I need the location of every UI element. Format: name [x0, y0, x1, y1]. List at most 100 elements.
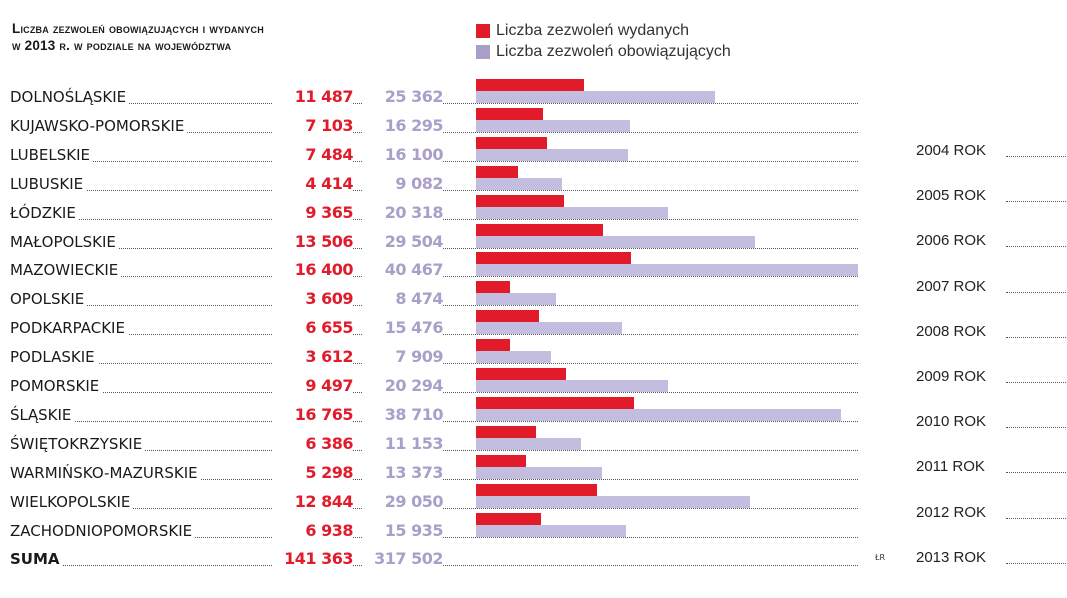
year-dots: [1006, 517, 1066, 519]
value-valid: 15 476: [363, 318, 444, 338]
table-row: KUJAWSKO-POMORSKIE 7 103 16 295: [10, 115, 860, 137]
bar-issued: [476, 136, 547, 149]
bar-valid: [476, 380, 668, 392]
legend-label-valid: Liczba zezwoleń obowiązujących: [496, 42, 731, 60]
category-label: POMORSKIE: [10, 377, 103, 395]
value-issued: 6 938: [273, 520, 354, 540]
bar-valid: [476, 177, 562, 190]
bar-issued: [476, 165, 518, 178]
bar-issued: [476, 483, 598, 496]
table-row: ŁÓDZKIE 9 365 20 318: [10, 202, 860, 224]
table-row: LUBELSKIE 7 484 16 100: [10, 144, 860, 166]
bar-valid: [476, 91, 716, 103]
chart-title: Liczba zezwoleń obowiązujących i wydanyc…: [12, 20, 264, 54]
bar-valid: [476, 524, 627, 537]
bar-valid: [476, 322, 623, 335]
year-dots: [1006, 291, 1066, 293]
total-row: SUMA 141 363 317 502: [10, 549, 860, 570]
value-issued: 4 414: [273, 173, 354, 193]
year-label: 2004 ROK: [916, 142, 987, 159]
value-valid: 13 373: [363, 462, 444, 482]
bar-issued: [476, 252, 631, 265]
legend-swatch-issued: [476, 23, 490, 38]
table-row: MAZOWIECKIE 16 400 40 467: [10, 260, 860, 281]
legend-item-valid: Liczba zezwoleń obowiązujących: [476, 41, 731, 62]
value-valid: 9 082: [363, 173, 444, 193]
value-valid: 25 362: [363, 87, 444, 106]
value-issued: 16 765: [273, 404, 354, 424]
bar-valid: [476, 466, 603, 479]
category-label: MAZOWIECKIE: [10, 261, 122, 280]
table-row: DOLNOŚLĄSKIE 11 487 25 362: [10, 87, 860, 108]
value-valid: 11 153: [363, 433, 444, 453]
value-valid: 16 100: [363, 144, 444, 164]
title-line-2: w 2013 r. w podziale na województwa: [12, 38, 232, 53]
value-issued: 6 655: [273, 318, 354, 338]
table-row: PODKARPACKIE 6 655 15 476: [10, 318, 860, 339]
value-valid: 40 467: [363, 260, 444, 280]
value-valid: 8 474: [363, 289, 444, 309]
year-label: 2010 ROK: [916, 413, 987, 431]
value-valid: 317 502: [363, 549, 444, 569]
year-dots: [1006, 156, 1066, 157]
bar-issued: [476, 454, 526, 467]
value-valid: 7 909: [363, 347, 444, 367]
bar-issued: [476, 107, 544, 120]
bar-valid: [476, 351, 551, 364]
value-valid: 16 295: [363, 115, 444, 135]
year-dots: [1006, 382, 1066, 383]
value-valid: 29 050: [363, 491, 444, 511]
category-label: KUJAWSKO-POMORSKIE: [10, 116, 188, 135]
year-dots: [1006, 562, 1066, 564]
value-valid: 20 294: [363, 376, 444, 395]
bar-issued: [476, 281, 511, 294]
table-row: WIELKOPOLSKIE 12 844 29 050: [10, 491, 860, 513]
category-label: PODKARPACKIE: [10, 319, 128, 338]
legend-swatch-valid: [476, 44, 490, 59]
value-issued: 3 612: [273, 347, 354, 367]
category-label: PODLASKIE: [10, 348, 98, 367]
credit: ŁR: [875, 553, 886, 562]
table-row: ŚWIĘTOKRZYSKIE 6 386 11 153: [10, 433, 860, 455]
value-valid: 20 318: [363, 202, 444, 222]
category-label: SUMA: [10, 550, 63, 569]
value-issued: 13 506: [273, 231, 354, 251]
bar-issued: [476, 310, 539, 323]
year-label: 2005 ROK: [916, 187, 987, 205]
year-label: 2006 ROK: [916, 232, 987, 250]
value-issued: 3 609: [273, 289, 354, 309]
bar-valid: [476, 408, 842, 421]
table-row: ZACHODNIOPOMORSKIE 6 938 15 935: [10, 520, 860, 542]
bar-valid: [476, 495, 751, 508]
category-label: OPOLSKIE: [10, 290, 88, 309]
category-label: LUBUSKIE: [10, 174, 87, 193]
bar-valid: [476, 235, 755, 248]
category-label: DOLNOŚLĄSKIE: [10, 88, 130, 106]
year-dots: [1006, 246, 1066, 248]
value-valid: 38 710: [363, 404, 444, 424]
year-label: 2011 ROK: [916, 458, 985, 476]
category-label: WARMIŃSKO-MAZURSKIE: [10, 463, 201, 482]
year-label: 2007 ROK: [916, 277, 987, 295]
year-label: 2009 ROK: [916, 368, 987, 385]
table-row: POMORSKIE 9 497 20 294: [10, 376, 860, 397]
bar-issued: [476, 79, 585, 91]
title-line-1: Liczba zezwoleń obowiązujących i wydanyc…: [12, 21, 264, 36]
category-label: ZACHODNIOPOMORSKIE: [10, 521, 196, 540]
table-row: PODLASKIE 3 612 7 909: [10, 347, 860, 368]
year-label: 2012 ROK: [916, 503, 987, 521]
value-issued: 7 484: [273, 144, 354, 164]
value-issued: 7 103: [273, 115, 354, 135]
category-label: ŚWIĘTOKRZYSKIE: [10, 434, 146, 453]
year-dots: [1006, 427, 1066, 429]
table-row: LUBUSKIE 4 414 9 082: [10, 173, 860, 195]
bar-valid: [476, 119, 630, 132]
bar-issued: [476, 368, 566, 380]
year-dots: [1006, 336, 1066, 338]
year-label: 2008 ROK: [916, 322, 987, 340]
bar-issued: [476, 194, 565, 207]
category-label: ŁÓDZKIE: [10, 203, 79, 222]
bar-valid: [476, 437, 582, 450]
year-dots: [1006, 201, 1066, 203]
